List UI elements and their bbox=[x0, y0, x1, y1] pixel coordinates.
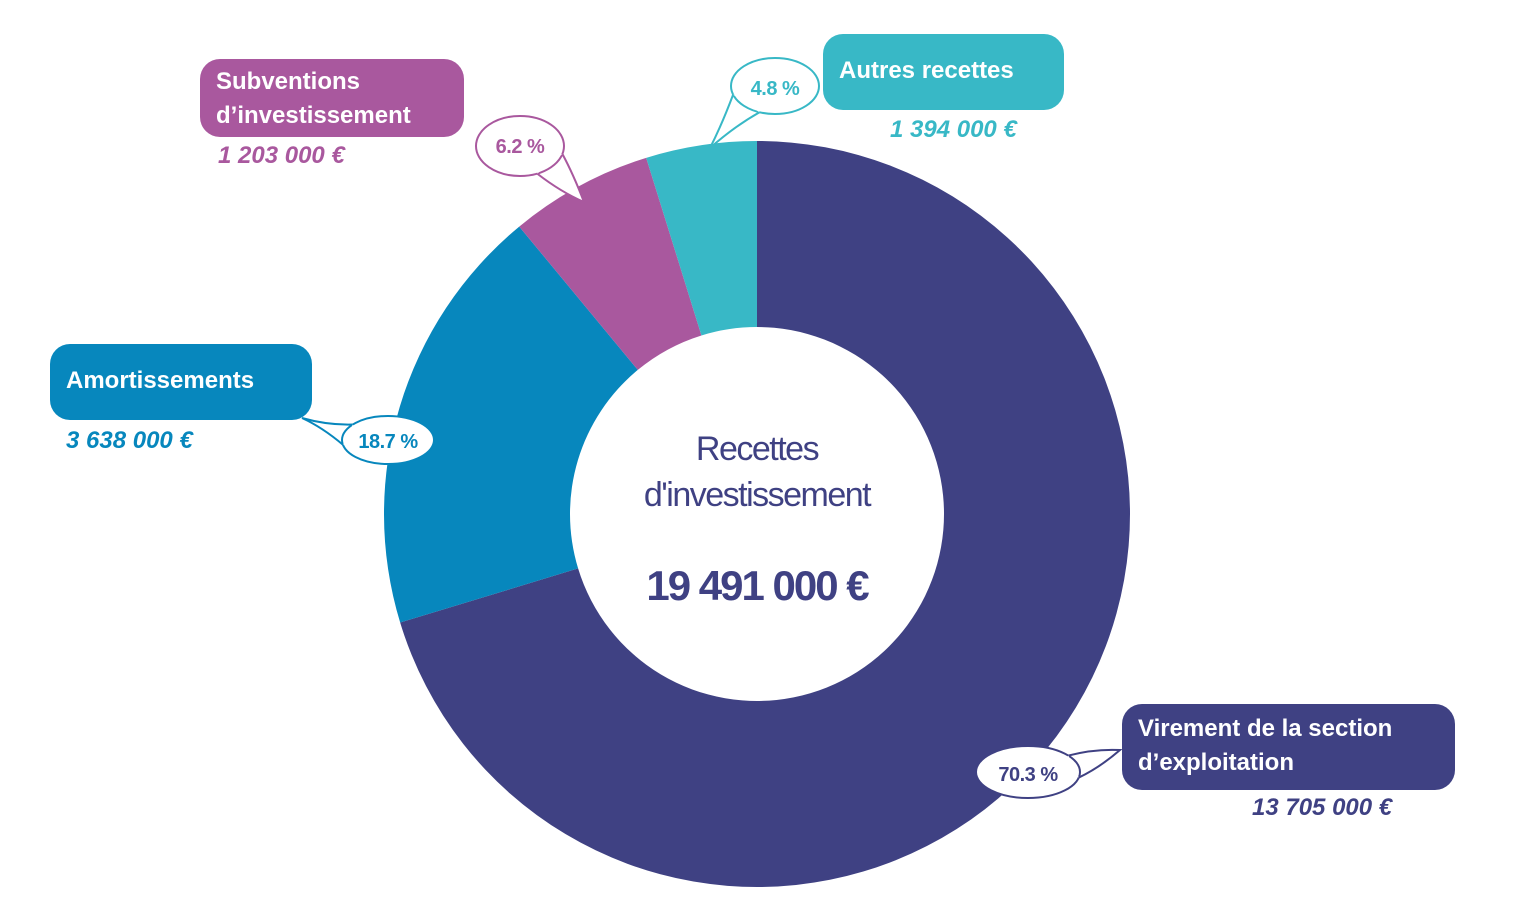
percent-label-amortissements: 18.7 % bbox=[358, 431, 418, 453]
slice-subventions bbox=[519, 157, 702, 370]
slice-amortissements bbox=[384, 226, 638, 623]
percent-bubble-amortissements: 18.7 % bbox=[301, 415, 435, 465]
slices-layer bbox=[384, 141, 1131, 887]
percent-bubble-autres: 4.8 % bbox=[709, 57, 820, 149]
label-subventions-line-1: Subventions bbox=[216, 68, 361, 95]
label-subventions-line-2: d’investissement bbox=[216, 102, 411, 129]
label-autres-line-1: Autres recettes bbox=[839, 57, 1014, 84]
total-value: 19 491 000 € bbox=[646, 562, 869, 609]
bubble-join-subventions bbox=[537, 153, 563, 174]
percent-label-autres: 4.8 % bbox=[751, 78, 800, 100]
label-virement: Virement de la section d’exploitation bbox=[1122, 704, 1455, 790]
bubbles-layer: 70.3 % 18.7 % 6.2 % 4.8 % bbox=[301, 57, 1123, 799]
percent-bubble-subventions: 6.2 % bbox=[475, 115, 586, 204]
bubble-tail-virement bbox=[1068, 748, 1123, 779]
slice-autres bbox=[646, 141, 757, 336]
bubble-body-virement bbox=[975, 745, 1081, 799]
chart-title-line-2: d'investissement bbox=[644, 476, 872, 514]
percent-label-virement: 70.3 % bbox=[998, 764, 1058, 786]
label-virement-line-2: d’exploitation bbox=[1138, 749, 1294, 776]
label-autres: Autres recettes bbox=[823, 34, 1064, 110]
percent-label-subventions: 6.2 % bbox=[496, 136, 545, 158]
label-virement-line-1: Virement de la section bbox=[1138, 715, 1393, 742]
bubble-join-amortissements bbox=[342, 424, 360, 445]
label-subventions: Subventions d’investissement bbox=[200, 59, 464, 137]
chart-title-line-1: Recettes bbox=[696, 430, 819, 468]
amount-autres: 1 394 000 € bbox=[890, 116, 1017, 143]
label-amortissements: Amortissements bbox=[50, 344, 312, 420]
bubble-join-virement bbox=[1059, 755, 1079, 778]
amount-subventions: 1 203 000 € bbox=[218, 142, 345, 169]
slice-virement bbox=[400, 141, 1131, 887]
percent-bubble-virement: 70.3 % bbox=[975, 745, 1123, 799]
bubble-body-amortissements bbox=[341, 415, 435, 465]
label-amortissements-line-1: Amortissements bbox=[66, 367, 255, 394]
bubble-tail-amortissements bbox=[301, 417, 353, 446]
amount-virement: 13 705 000 € bbox=[1252, 794, 1393, 821]
amount-amortissements: 3 638 000 € bbox=[66, 427, 193, 454]
bubble-join-autres bbox=[733, 94, 760, 113]
